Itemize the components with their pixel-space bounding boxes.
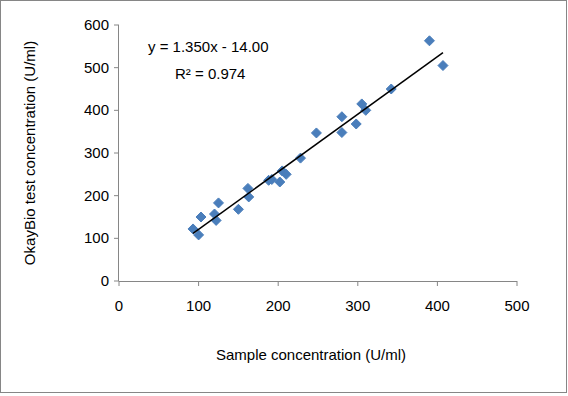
x-tick-label: 300 bbox=[345, 297, 370, 314]
x-tick bbox=[119, 281, 120, 286]
y-tick-label: 0 bbox=[101, 272, 109, 289]
x-tick bbox=[278, 281, 279, 286]
y-axis-title: OkayBio test concentration (U/ml) bbox=[21, 41, 38, 265]
data-point bbox=[196, 212, 206, 222]
data-point bbox=[424, 36, 434, 46]
y-tick bbox=[114, 153, 119, 154]
chart: 0 100 200 300 400 500 0 100 200 300 400 500 600 Sampl… bbox=[0, 0, 568, 396]
y-tick-label: 100 bbox=[84, 229, 109, 246]
x-tick bbox=[437, 281, 438, 286]
y-tick-label: 200 bbox=[84, 187, 109, 204]
x-tick bbox=[357, 281, 358, 286]
x-tick bbox=[517, 281, 518, 286]
x-tick-label: 200 bbox=[266, 297, 291, 314]
x-axis-title: Sample concentration (U/ml) bbox=[216, 346, 406, 363]
chart-frame bbox=[1, 1, 567, 393]
x-tick-label: 400 bbox=[425, 297, 450, 314]
data-point bbox=[337, 112, 347, 122]
y-tick-label: 500 bbox=[84, 59, 109, 76]
data-point bbox=[311, 128, 321, 138]
y-tick bbox=[114, 25, 119, 26]
y-tick bbox=[114, 281, 119, 282]
data-point bbox=[214, 198, 224, 208]
x-tick bbox=[198, 281, 199, 286]
x-tick-label: 100 bbox=[186, 297, 211, 314]
data-point bbox=[281, 169, 291, 179]
y-tick bbox=[114, 195, 119, 196]
data-point bbox=[438, 61, 448, 71]
x-tick-label: 0 bbox=[115, 297, 123, 314]
annotation: R² = 0.974 bbox=[175, 65, 245, 82]
data-point bbox=[275, 177, 285, 187]
page: {"chart_data": { "type": "scatter", "x_l… bbox=[0, 0, 568, 396]
data-point bbox=[233, 204, 243, 214]
y-tick bbox=[114, 110, 119, 111]
y-tick bbox=[114, 238, 119, 239]
x-axis-line bbox=[119, 281, 517, 282]
data-point bbox=[351, 119, 361, 129]
annotation: y = 1.350x - 14.00 bbox=[148, 38, 269, 55]
y-tick-label: 600 bbox=[84, 16, 109, 33]
y-tick-label: 400 bbox=[84, 101, 109, 118]
y-tick-label: 300 bbox=[84, 144, 109, 161]
x-tick-label: 500 bbox=[504, 297, 529, 314]
y-tick bbox=[114, 67, 119, 68]
